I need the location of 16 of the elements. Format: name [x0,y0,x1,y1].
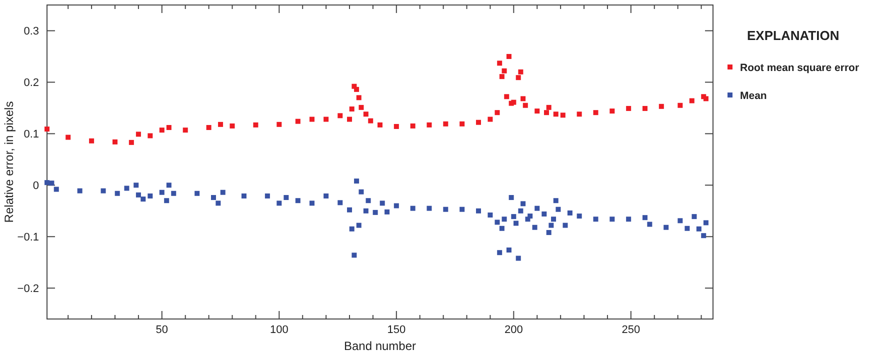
legend-label: Mean [740,90,767,102]
y-tick-label: −0.1 [17,232,39,244]
x-tick-label: 100 [270,324,288,336]
x-axis-title: Band number [344,339,416,353]
x-tick-label: 200 [504,324,523,336]
y-tick-label: 0.1 [24,128,39,141]
y-tick-label: −0.2 [17,283,39,296]
y-tick-label: 0.2 [24,77,39,90]
legend-label: Root mean square error [740,62,860,74]
y-tick-label: 0.3 [24,26,39,38]
x-tick-label: 150 [387,324,406,336]
y-tick-label: 0 [32,180,39,192]
y-axis-title: Relative error, in pixels [2,101,16,223]
x-tick-label: 250 [622,324,640,336]
x-tick-label: 50 [156,324,168,336]
legend-title: EXPLANATION [747,28,840,43]
